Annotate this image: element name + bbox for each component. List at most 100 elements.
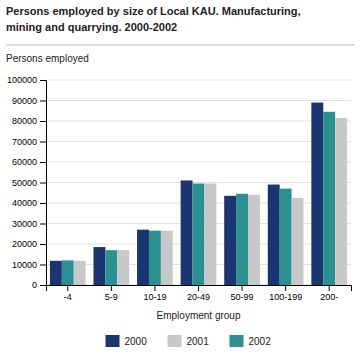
chart: Persons employed by size of Local KAU. M… [0,0,361,363]
legend-label: 2001 [187,336,210,347]
bar [74,261,86,285]
bar [161,231,173,285]
legend-swatch [168,335,182,347]
y-tick-label: 60000 [12,157,37,167]
x-tick: 10-19 [143,285,166,302]
y-tick-label: 10000 [12,260,37,270]
y-tick-mark [40,203,46,204]
bar [248,195,260,285]
x-axis: -4 5-9 10-19 20-49 50-99 100-199 200- [47,285,352,302]
series [50,103,323,285]
y-axis-title: Persons employed [6,53,89,64]
x-tick-mark [67,285,68,291]
y-tick-mark [40,121,46,122]
x-tick-mark [154,285,155,291]
bar [193,184,205,285]
y-tick-mark [40,101,46,102]
bar [149,231,161,285]
grid-line [46,121,351,122]
bar [280,189,292,285]
x-axis-line [47,286,352,292]
bar [268,185,280,285]
bar [311,103,323,285]
legend-label: 2000 [125,336,148,347]
bar [181,180,193,285]
x-axis-title: Employment group [157,310,241,321]
grid-line [46,141,351,142]
bar [236,194,248,285]
x-tick-mark [242,285,243,291]
y-tick-mark [40,162,46,163]
y-tick-mark [40,265,46,266]
legend-swatch [230,335,244,347]
grid-line [46,80,351,81]
x-tick: 20-49 [187,285,210,302]
plot: 0 10000 20000 30000 40000 50000 60000 70000 8000… [7,75,352,302]
legend-item: 2000 [106,335,148,347]
title-line: mining and quarrying. 2000-2002 [6,21,177,33]
y-tick: 20000 [12,239,46,249]
grid [46,80,351,285]
grid-line [46,100,351,101]
x-tick-mark [285,285,286,291]
x-tick: 50-99 [231,285,254,302]
y-tick-mark [40,183,46,184]
y-tick: 30000 [12,219,46,229]
y-tick-label: 40000 [12,198,37,208]
legend-label: 2002 [249,336,272,347]
x-tick: -4 [64,285,72,302]
y-tick: 10000 [12,260,46,270]
title-line: Persons employed by size of Local KAU. M… [6,5,301,17]
y-tick: 60000 [12,157,46,167]
y-tick-label: 30000 [12,219,37,229]
x-tick-label: 100-199 [269,292,302,302]
bar [105,250,117,285]
x-tick: 100-199 [269,285,302,302]
x-tick-mark [198,285,199,291]
bar [62,260,74,285]
x-tick-label: 20-49 [187,292,210,302]
bars [50,103,347,285]
y-tick-mark [40,244,46,245]
bar [117,250,129,285]
legend: 2000 2001 2002 [106,335,272,347]
y-tick-mark [40,285,46,286]
y-tick-label: 0 [32,280,37,290]
x-tick-label: 5-9 [105,292,118,302]
y-tick: 90000 [12,96,46,106]
title: Persons employed by size of Local KAU. M… [6,5,301,33]
y-tick-label: 50000 [12,178,37,188]
x-tick-label: 50-99 [231,292,254,302]
y-tick-mark [40,224,46,225]
legend-item: 2001 [168,335,210,347]
y-tick: 80000 [12,116,46,126]
y-tick: 40000 [12,198,46,208]
y-tick-label: 80000 [12,116,37,126]
bar [292,198,304,285]
y-tick: 0 [32,280,46,290]
y-tick: 100000 [7,75,46,85]
legend-swatch [106,335,120,347]
y-axis-line [40,81,47,286]
x-tick: 5-9 [105,285,118,302]
bar [93,247,105,285]
x-tick-label: -4 [64,292,72,302]
y-tick-label: 90000 [12,96,37,106]
x-tick-mark [111,285,112,291]
x-tick-label: 200- [320,292,338,302]
separator [6,45,355,46]
y-tick-mark [40,80,46,81]
bar [137,230,149,285]
y-axis: 0 10000 20000 30000 40000 50000 60000 70000 8000… [7,75,47,290]
y-tick-label: 70000 [12,137,37,147]
y-tick: 70000 [12,137,46,147]
bar [224,196,236,285]
x-tick-mark [329,285,330,291]
y-tick-mark [40,142,46,143]
x-tick-label: 10-19 [143,292,166,302]
y-tick-label: 20000 [12,239,37,249]
y-tick-label: 100000 [7,75,37,85]
y-tick: 50000 [12,178,46,188]
bar [335,118,347,285]
bar [323,112,335,285]
